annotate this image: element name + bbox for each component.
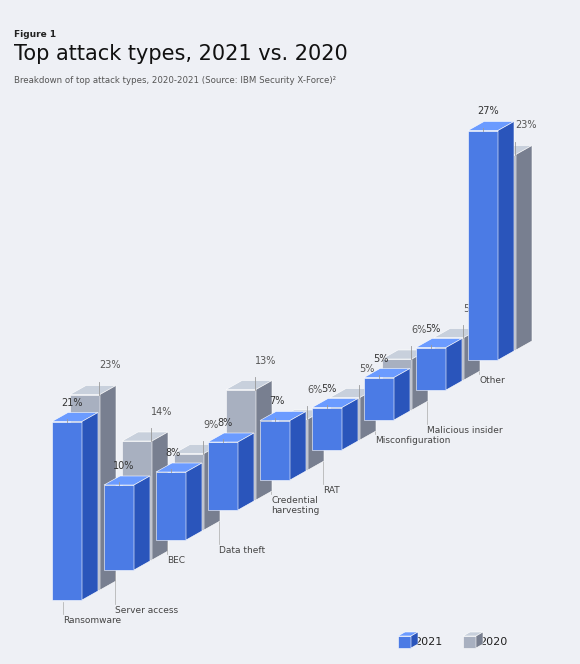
Polygon shape [100,386,116,590]
Text: 6%: 6% [307,385,322,395]
Text: Credential
harvesting: Credential harvesting [271,496,320,515]
Text: 5%: 5% [321,384,336,394]
Text: 5%: 5% [373,353,389,363]
Text: 10%: 10% [113,461,135,471]
Polygon shape [411,632,418,648]
Polygon shape [398,636,411,648]
Text: 14%: 14% [151,407,172,417]
Polygon shape [238,433,254,510]
Polygon shape [204,444,220,530]
Polygon shape [516,145,532,350]
Text: 23%: 23% [99,361,121,371]
Polygon shape [278,410,324,419]
Text: 5%: 5% [463,303,478,313]
Polygon shape [360,388,376,440]
Polygon shape [434,337,464,380]
Polygon shape [312,408,342,450]
Polygon shape [260,412,306,420]
Text: 6%: 6% [411,325,426,335]
Polygon shape [364,369,410,378]
Polygon shape [104,476,150,485]
Text: Top attack types, 2021 vs. 2020: Top attack types, 2021 vs. 2020 [14,44,348,64]
Polygon shape [174,454,204,530]
Polygon shape [278,419,308,470]
Polygon shape [330,388,376,398]
Text: 7%: 7% [269,396,284,406]
Polygon shape [486,155,516,350]
Polygon shape [70,394,100,590]
Polygon shape [330,398,360,440]
Text: RAT: RAT [323,486,340,495]
Polygon shape [468,122,514,131]
Polygon shape [186,463,202,540]
Text: 5%: 5% [359,363,374,373]
Polygon shape [463,632,483,636]
Text: 23%: 23% [515,120,536,131]
Polygon shape [398,632,418,636]
Polygon shape [476,632,483,648]
Polygon shape [122,432,168,441]
Polygon shape [468,131,498,360]
Polygon shape [463,636,476,648]
Polygon shape [382,359,412,410]
Text: Server access: Server access [115,606,178,615]
Polygon shape [174,444,220,454]
Polygon shape [256,380,272,500]
Polygon shape [412,350,428,410]
Text: 13%: 13% [255,355,277,365]
Text: 8%: 8% [165,448,180,458]
Polygon shape [364,378,394,420]
Polygon shape [226,390,256,500]
Text: Data theft: Data theft [219,546,265,555]
Polygon shape [290,412,306,480]
Text: Other: Other [479,376,505,385]
Text: 21%: 21% [61,398,82,408]
Text: 5%: 5% [425,323,440,333]
Text: 27%: 27% [477,106,499,116]
Polygon shape [122,441,152,560]
Polygon shape [434,329,480,337]
Text: Malicious insider: Malicious insider [427,426,503,435]
Text: Misconfiguration: Misconfiguration [375,436,451,445]
Polygon shape [152,432,168,560]
Text: 2020: 2020 [479,637,508,647]
Polygon shape [156,472,186,540]
Text: 9%: 9% [203,420,218,430]
Polygon shape [208,442,238,510]
Polygon shape [260,420,290,480]
Polygon shape [312,398,358,408]
Polygon shape [208,433,254,442]
Text: BEC: BEC [167,556,185,565]
Polygon shape [52,422,82,600]
Polygon shape [308,410,324,470]
Polygon shape [342,398,358,450]
Polygon shape [394,369,410,420]
Polygon shape [382,350,428,359]
Text: 8%: 8% [217,418,232,428]
Polygon shape [82,412,98,600]
Polygon shape [498,122,514,360]
Polygon shape [446,339,462,390]
Polygon shape [416,339,462,347]
Polygon shape [416,347,446,390]
Polygon shape [104,485,134,570]
Text: Figure 1: Figure 1 [14,30,56,39]
Polygon shape [464,329,480,380]
Text: Breakdown of top attack types, 2020-2021 (Source: IBM Security X-Force)²: Breakdown of top attack types, 2020-2021… [14,76,336,85]
Polygon shape [156,463,202,472]
Polygon shape [70,386,116,394]
Polygon shape [486,145,532,155]
Polygon shape [52,412,98,422]
Text: Ransomware: Ransomware [63,616,121,625]
Text: 2021: 2021 [414,637,442,647]
Polygon shape [226,380,272,390]
Polygon shape [134,476,150,570]
